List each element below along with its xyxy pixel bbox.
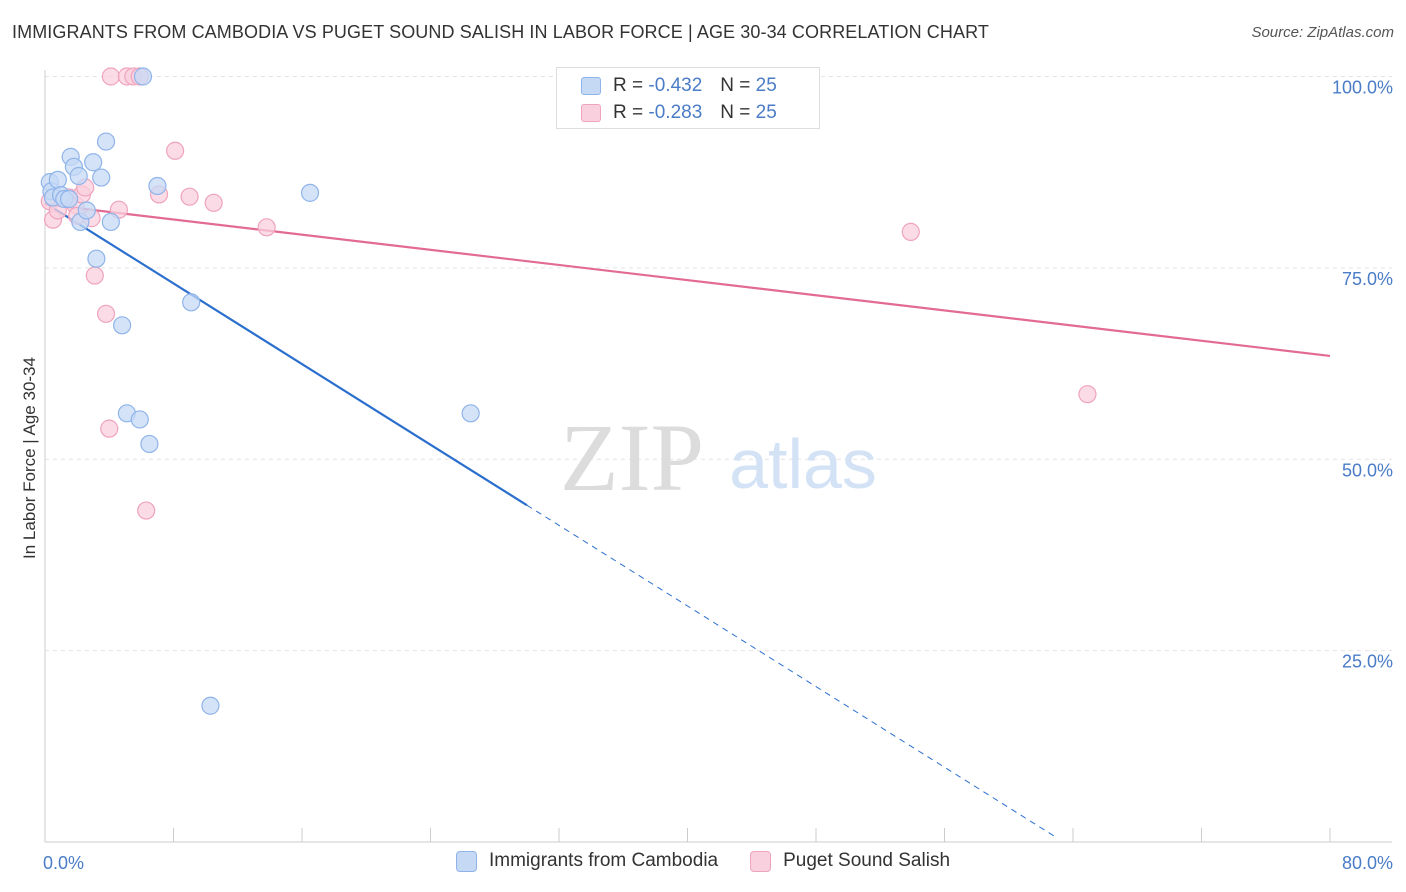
data-point-salish bbox=[137, 501, 156, 520]
trend-line-extension-0 bbox=[526, 504, 1058, 839]
legend-item-cambodia[interactable]: Immigrants from Cambodia bbox=[455, 850, 719, 872]
trend-line-1 bbox=[44, 203, 1331, 357]
watermark-atlas: atlas bbox=[729, 425, 877, 503]
watermark-zip: ZIP bbox=[560, 404, 704, 511]
legend-n-label: N = bbox=[720, 102, 751, 123]
y-axis-label: In Labor Force | Age 30-34 bbox=[20, 357, 39, 559]
legend-swatch-cambodia bbox=[455, 850, 477, 872]
data-point-salish bbox=[101, 67, 120, 86]
data-point-cambodia bbox=[92, 168, 111, 187]
data-point-cambodia bbox=[112, 316, 132, 335]
data-point-cambodia bbox=[148, 176, 167, 196]
legend-row-cambodia: R = -0.432 N = 25 bbox=[581, 73, 777, 99]
watermark: ZIP atlas bbox=[560, 404, 877, 511]
legend-row-salish: R = -0.283 N = 25 bbox=[581, 100, 777, 126]
y-tick-label: 75.0% bbox=[1342, 269, 1393, 289]
legend-r-label: R = bbox=[613, 75, 644, 96]
data-point-salish bbox=[96, 304, 116, 323]
legend-r-label: R = bbox=[613, 102, 644, 123]
data-point-cambodia bbox=[461, 404, 480, 423]
data-point-salish bbox=[180, 187, 199, 206]
data-point-cambodia bbox=[182, 293, 201, 312]
data-point-cambodia bbox=[84, 153, 103, 172]
series-legend: Immigrants from Cambodia Puget Sound Sal… bbox=[0, 850, 1406, 872]
data-point-cambodia bbox=[77, 201, 96, 220]
legend-swatch-cambodia bbox=[581, 77, 601, 95]
data-point-cambodia bbox=[87, 249, 106, 268]
x-tick-label-min: 0.0% bbox=[43, 853, 84, 873]
legend-item-salish[interactable]: Puget Sound Salish bbox=[750, 850, 950, 872]
data-point-cambodia bbox=[133, 67, 153, 86]
data-point-salish bbox=[166, 141, 185, 160]
y-tick-label: 100.0% bbox=[1332, 78, 1393, 98]
data-point-cambodia bbox=[101, 212, 120, 232]
legend-swatch-salish bbox=[750, 850, 772, 872]
legend-n-label: N = bbox=[720, 75, 751, 96]
legend-swatch-salish bbox=[581, 104, 601, 122]
stats-legend: R = -0.432 N = 25 R = -0.283 N = 25 bbox=[556, 67, 820, 129]
data-point-cambodia bbox=[96, 132, 116, 151]
trend-lines bbox=[44, 201, 1331, 839]
data-point-salish bbox=[1078, 385, 1097, 404]
legend-n-value-salish: 25 bbox=[755, 102, 777, 123]
axes bbox=[44, 70, 1392, 843]
data-point-salish bbox=[100, 419, 119, 438]
legend-label-cambodia: Immigrants from Cambodia bbox=[488, 850, 719, 871]
y-tick-label: 25.0% bbox=[1342, 652, 1393, 672]
grid-lines bbox=[45, 76, 1392, 652]
source-label: Source: ZipAtlas.com bbox=[1251, 24, 1394, 41]
legend-n-value-cambodia: 25 bbox=[755, 75, 777, 96]
data-point-cambodia bbox=[48, 170, 67, 189]
data-point-cambodia bbox=[201, 696, 220, 715]
legend-r-value-cambodia: -0.432 bbox=[648, 75, 703, 96]
data-point-cambodia bbox=[300, 183, 320, 202]
data-point-cambodia bbox=[140, 434, 159, 454]
data-point-salish bbox=[85, 266, 104, 285]
data-point-cambodia bbox=[59, 189, 79, 209]
legend-label-salish: Puget Sound Salish bbox=[783, 850, 951, 871]
data-point-salish bbox=[901, 222, 920, 241]
x-tick-label-max: 80.0% bbox=[1342, 853, 1393, 873]
chart-title: IMMIGRANTS FROM CAMBODIA VS PUGET SOUND … bbox=[12, 22, 989, 42]
legend-r-value-salish: -0.283 bbox=[648, 102, 703, 123]
trend-line-0 bbox=[44, 201, 528, 507]
data-point-salish bbox=[204, 193, 223, 212]
data-point-salish bbox=[257, 218, 276, 237]
y-tick-label: 50.0% bbox=[1342, 460, 1393, 480]
data-point-cambodia bbox=[130, 410, 149, 429]
data-point-cambodia bbox=[69, 166, 88, 186]
tick-labels: 25.0% 50.0% 75.0% 100.0% 0.0% 80.0% bbox=[43, 78, 1393, 874]
data-points bbox=[40, 67, 1097, 715]
